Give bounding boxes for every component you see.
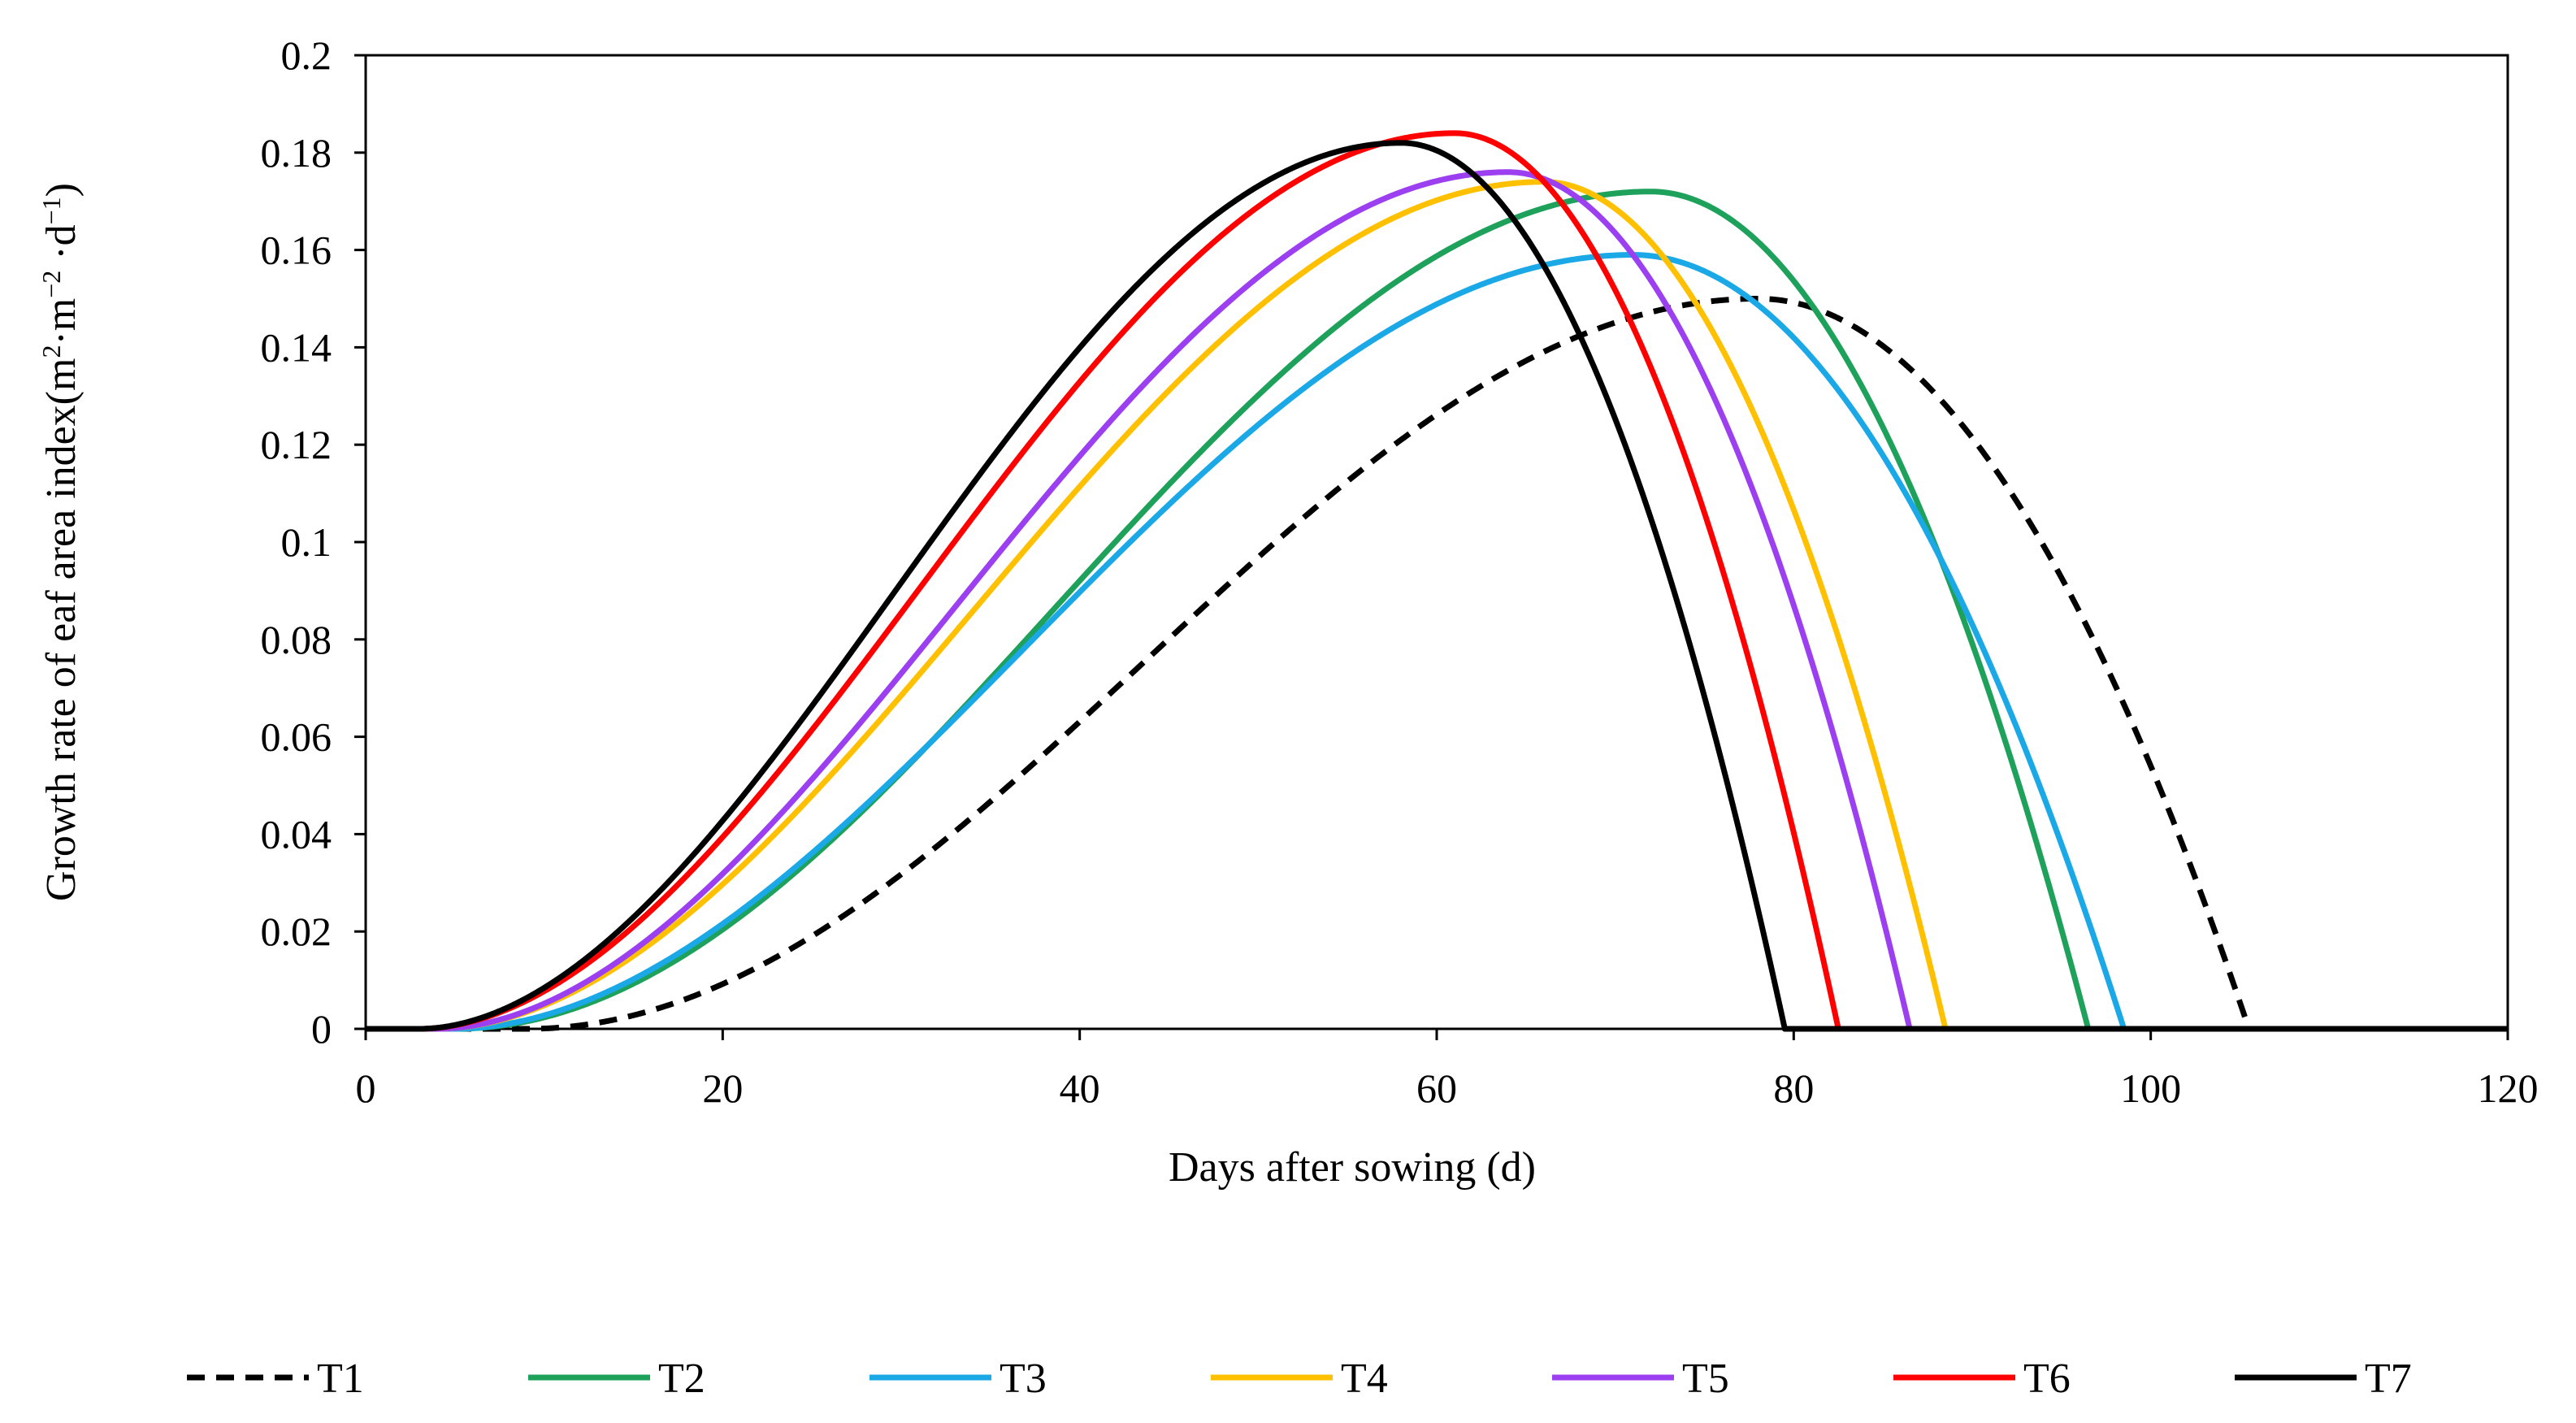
y-tick-label: 0.16	[261, 228, 332, 273]
y-tick-label: 0	[311, 1006, 332, 1052]
x-tick-label: 0	[356, 1065, 376, 1111]
x-tick-label: 80	[1773, 1065, 1814, 1111]
y-axis-title: Growth rate of eaf area index(m2·m−2 ·d−…	[37, 183, 85, 901]
y-tick-label: 0.14	[261, 324, 332, 370]
y-tick-label: 0.1	[281, 519, 332, 565]
x-axis-ticks: 0 20 40 60 80 100 120	[356, 1029, 2539, 1111]
y-tick-label: 0.18	[261, 130, 332, 176]
x-tick-label: 100	[2120, 1065, 2181, 1111]
legend-label-t5: T5	[1682, 1356, 1729, 1402]
y-tick-label: 0.02	[261, 909, 332, 954]
legend-label-t7: T7	[2365, 1356, 2412, 1402]
legend-label-t3: T3	[1000, 1356, 1047, 1402]
x-tick-label: 60	[1416, 1065, 1457, 1111]
y-tick-label: 0.04	[261, 811, 332, 857]
x-tick-label: 40	[1060, 1065, 1100, 1111]
y-tick-label: 0.06	[261, 714, 332, 760]
series-line-t1	[364, 296, 2509, 1032]
legend-label-t6: T6	[2023, 1356, 2071, 1402]
series-line-t7	[364, 140, 2509, 1032]
legend-label-t4: T4	[1341, 1356, 1388, 1402]
y-tick-label: 0.12	[261, 422, 332, 467]
x-axis-title: Days after sowing (d)	[1169, 1144, 1536, 1191]
x-tick-label: 120	[2478, 1065, 2539, 1111]
legend-label-t2: T2	[658, 1356, 705, 1402]
x-tick-label: 20	[702, 1065, 743, 1111]
legend-label-t1: T1	[317, 1356, 364, 1402]
series-lines	[364, 130, 2509, 1032]
plot-area	[364, 54, 2509, 1030]
legend: T1 T2 T3 T4 T5 T6 T7	[187, 1356, 2412, 1402]
y-axis-ticks: 0 0.02 0.04 0.06 0.08 0.1 0.12 0.14 0.16 0.18 0.2	[261, 33, 366, 1052]
y-tick-label: 0.08	[261, 617, 332, 662]
y-tick-label: 0.2	[281, 33, 332, 78]
